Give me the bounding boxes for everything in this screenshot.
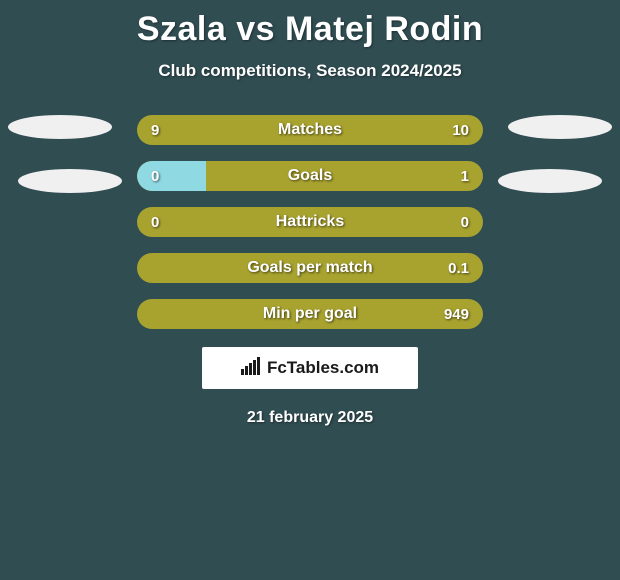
footer-badge: FcTables.com [202,347,418,389]
footer-badge-text: FcTables.com [267,358,379,378]
stat-value-right: 949 [444,299,469,329]
page-title: Szala vs Matej Rodin [0,0,620,49]
stat-rows: 9Matches100Goals10Hattricks0Goals per ma… [137,115,483,329]
stat-row: Min per goal949 [137,299,483,329]
stat-label: Hattricks [137,207,483,237]
stat-row: 9Matches10 [137,115,483,145]
stat-label: Goals [137,161,483,191]
stat-row: 0Hattricks0 [137,207,483,237]
avatar-right-2 [498,169,602,193]
footer-date: 21 february 2025 [0,409,620,427]
comparison-chart: 9Matches100Goals10Hattricks0Goals per ma… [0,115,620,329]
chart-bars-icon [241,357,261,380]
stat-label: Goals per match [137,253,483,283]
stat-row: Goals per match0.1 [137,253,483,283]
avatar-left-2 [18,169,122,193]
stat-label: Matches [137,115,483,145]
stat-value-right: 0 [461,207,469,237]
stat-value-right: 10 [452,115,469,145]
stat-value-right: 0.1 [448,253,469,283]
page-subtitle: Club competitions, Season 2024/2025 [0,61,620,81]
avatar-left-1 [8,115,112,139]
stat-label: Min per goal [137,299,483,329]
stat-row: 0Goals1 [137,161,483,191]
stat-value-right: 1 [461,161,469,191]
avatar-right-1 [508,115,612,139]
